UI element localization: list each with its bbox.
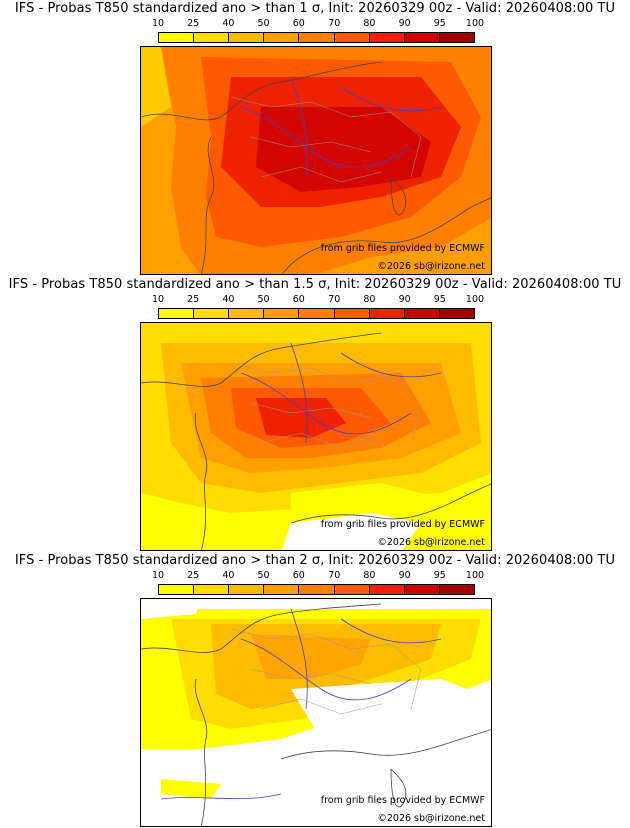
probability-map: from grib files provided by ECMWF ©2026 … xyxy=(140,598,492,827)
tick-label: 60 xyxy=(292,570,305,581)
colorbar-segment xyxy=(439,585,474,594)
colorbar-segment xyxy=(299,33,335,42)
alps-mask xyxy=(291,679,491,749)
colorbar-segment xyxy=(159,33,195,42)
panel-title: IFS - Probas T850 standardized ano > tha… xyxy=(8,277,622,292)
source-credit: from grib files provided by ECMWF xyxy=(320,243,485,254)
colorbar-segment xyxy=(334,33,370,42)
tick-label: 80 xyxy=(363,18,376,29)
colorbar-segment xyxy=(334,585,370,594)
coastlines xyxy=(141,332,491,550)
tick-label: 90 xyxy=(398,570,411,581)
tick-label: 25 xyxy=(187,570,200,581)
tick-label: 100 xyxy=(465,570,485,581)
colorbar-segment xyxy=(229,585,265,594)
colorbar-segment xyxy=(369,309,405,318)
colorbar-segment xyxy=(439,33,474,42)
tick-label: 70 xyxy=(328,570,341,581)
map-fill-90 xyxy=(256,107,431,192)
map-canvas xyxy=(141,323,491,550)
tick-label: 95 xyxy=(433,570,446,581)
tick-label: 50 xyxy=(257,294,270,305)
tick-label: 95 xyxy=(433,18,446,29)
map-fill-west xyxy=(141,197,181,274)
borders xyxy=(230,96,422,183)
sea-mask xyxy=(281,513,421,550)
map-canvas xyxy=(141,47,491,274)
tick-label: 10 xyxy=(151,18,165,29)
coastlines xyxy=(141,603,491,826)
borders xyxy=(230,362,422,449)
panel-1sigma: IFS - Probas T850 standardized ano > tha… xyxy=(0,0,630,276)
colorbar-segment xyxy=(299,309,335,318)
panel-1-5sigma: IFS - Probas T850 standardized ano > tha… xyxy=(0,276,630,552)
rivers xyxy=(240,342,442,444)
copyright-credit: ©2026 sb@irizone.net xyxy=(377,261,485,272)
colorbar-segment xyxy=(404,585,440,594)
colorbar xyxy=(158,32,475,43)
tick-label: 25 xyxy=(187,294,200,305)
probability-map: from grib files provided by ECMWF ©2026 … xyxy=(140,46,492,275)
tick-label: 25 xyxy=(187,18,200,29)
colorbar-segment xyxy=(159,585,195,594)
map-canvas xyxy=(141,599,491,826)
colorbar xyxy=(158,584,475,595)
tick-label: 70 xyxy=(328,18,341,29)
tick-label: 100 xyxy=(465,18,485,29)
tick-label: 95 xyxy=(433,294,446,305)
colorbar-segment xyxy=(369,585,405,594)
tick-label: 90 xyxy=(398,18,411,29)
panel-title: IFS - Probas T850 standardized ano > tha… xyxy=(14,1,616,16)
colorbar-segment xyxy=(194,585,230,594)
map-fill-80 xyxy=(256,398,346,438)
source-credit: from grib files provided by ECMWF xyxy=(320,795,485,806)
rivers xyxy=(240,76,442,178)
copyright-credit: ©2026 sb@irizone.net xyxy=(377,537,485,548)
colorbar-segment xyxy=(159,309,195,318)
source-credit: from grib files provided by ECMWF xyxy=(320,519,485,530)
panel-title: IFS - Probas T850 standardized ano > tha… xyxy=(14,553,616,568)
panel-2sigma: IFS - Probas T850 standardized ano > tha… xyxy=(0,552,630,828)
north-mask xyxy=(141,599,201,619)
tick-label: 40 xyxy=(222,570,235,581)
coastlines xyxy=(141,61,491,274)
tick-label: 90 xyxy=(398,294,411,305)
colorbar-segment xyxy=(334,309,370,318)
tick-label: 70 xyxy=(328,294,341,305)
probability-map: from grib files provided by ECMWF ©2026 … xyxy=(140,322,492,551)
tick-label: 40 xyxy=(222,294,235,305)
map-fill-northwest xyxy=(141,47,171,127)
tick-label: 10 xyxy=(151,570,165,581)
colorbar xyxy=(158,308,475,319)
colorbar-segment xyxy=(404,33,440,42)
tick-label: 60 xyxy=(292,294,305,305)
colorbar-ticks: 10 25 40 50 60 70 80 90 95 100 xyxy=(152,570,484,582)
colorbar-segment xyxy=(299,585,335,594)
colorbar-segment xyxy=(264,33,300,42)
rivers xyxy=(160,608,442,800)
colorbar-segment xyxy=(264,585,300,594)
tick-label: 80 xyxy=(363,294,376,305)
tick-label: 40 xyxy=(222,18,235,29)
tick-label: 80 xyxy=(363,570,376,581)
colorbar-segment xyxy=(194,33,230,42)
colorbar-segment xyxy=(264,309,300,318)
colorbar-ticks: 10 25 40 50 60 70 80 90 95 100 xyxy=(152,294,484,306)
tick-label: 50 xyxy=(257,18,270,29)
tick-label: 10 xyxy=(151,294,165,305)
tick-label: 50 xyxy=(257,570,270,581)
colorbar-segment xyxy=(229,309,265,318)
colorbar-segment xyxy=(369,33,405,42)
copyright-credit: ©2026 sb@irizone.net xyxy=(377,813,485,824)
colorbar-segment xyxy=(404,309,440,318)
colorbar-segment xyxy=(229,33,265,42)
tick-label: 60 xyxy=(292,18,305,29)
colorbar-segment xyxy=(439,309,474,318)
colorbar-ticks: 10 25 40 50 60 70 80 90 95 100 xyxy=(152,18,484,30)
colorbar-segment xyxy=(194,309,230,318)
borders xyxy=(230,628,422,715)
tick-label: 100 xyxy=(465,294,485,305)
